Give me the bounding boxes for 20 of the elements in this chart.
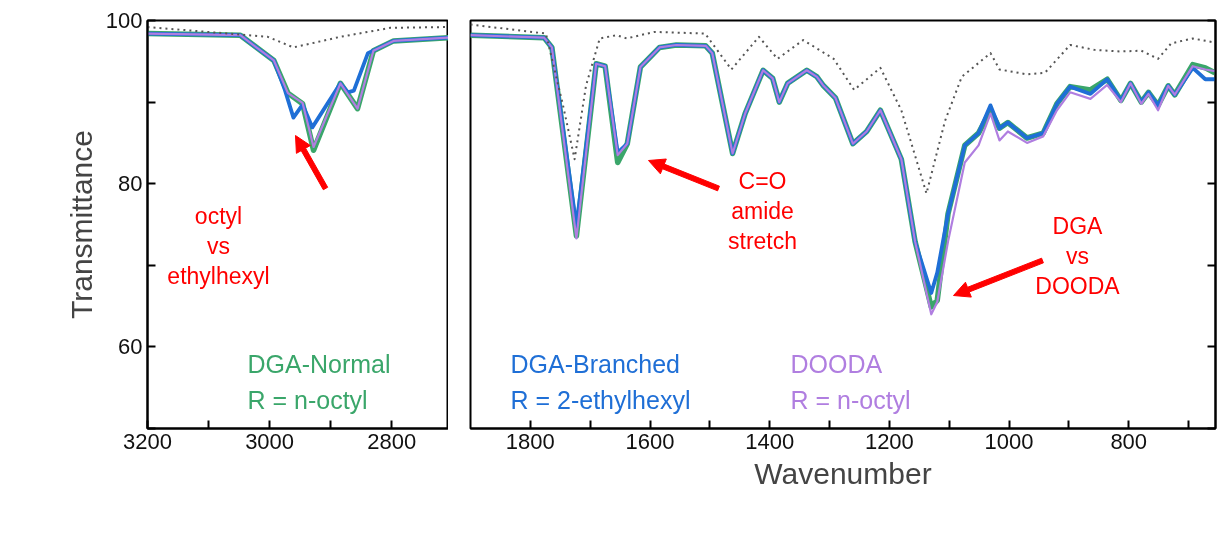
x-tick-label: 1400 bbox=[745, 428, 795, 454]
x-tick-label: 1000 bbox=[984, 428, 1034, 454]
y-tick-label: 100 bbox=[105, 8, 143, 33]
x-tick-label: 800 bbox=[1110, 428, 1148, 454]
annotation: DGA vs DOODA bbox=[1035, 212, 1121, 299]
x-tick-label: 1200 bbox=[864, 428, 914, 454]
x-tick-label: 2800 bbox=[367, 428, 417, 454]
x-tick-label: 3200 bbox=[123, 428, 172, 454]
text: DGA-Normal R = n-octyl bbox=[247, 349, 391, 414]
series-label: DOODA R = n-octyl bbox=[790, 349, 911, 414]
text: DGA-Branched R = 2-ethylhexyl bbox=[510, 349, 691, 414]
annotation: C=O amide stretch bbox=[727, 167, 798, 254]
y-axis-title: Transmittance bbox=[64, 130, 98, 319]
x-tick-label: 1600 bbox=[625, 428, 675, 454]
y-tick-label: 80 bbox=[118, 171, 143, 197]
y-tick-label: 60 bbox=[118, 334, 143, 360]
x-axis-title: Wavenumber bbox=[754, 456, 932, 490]
annotation: octyl vs ethylhexyl bbox=[167, 202, 270, 289]
x-tick-label: 1800 bbox=[505, 428, 555, 454]
x-tick-label: 3000 bbox=[245, 428, 295, 454]
